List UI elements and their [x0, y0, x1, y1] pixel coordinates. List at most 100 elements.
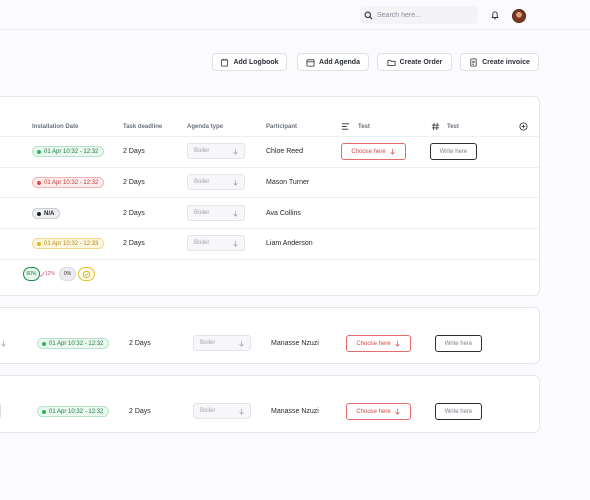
header-agenda-type: Agenda type — [187, 124, 224, 130]
participant-name: Mason Turner — [266, 179, 310, 186]
date-text: 01 Apr 10:32 - 12:32 — [49, 408, 104, 415]
choose-text: Choose here — [351, 148, 386, 155]
status-dot — [37, 149, 41, 154]
row-checkbox[interactable] — [0, 403, 1, 419]
arrow-down-icon — [233, 210, 238, 217]
write-text: Write here — [444, 340, 473, 347]
arrow-down-icon — [394, 408, 400, 415]
arrow-down-icon — [389, 148, 395, 155]
create-invoice-button[interactable]: Create invoice — [460, 53, 539, 71]
add-agenda-button[interactable]: Add Agenda — [297, 53, 369, 71]
arrow-down-icon — [239, 408, 244, 415]
agenda-type-select[interactable]: Boiler — [193, 403, 251, 419]
write-here-input[interactable]: Write here — [435, 335, 482, 352]
top-bar — [0, 0, 590, 30]
folder-icon — [387, 59, 396, 66]
search-box[interactable] — [360, 6, 478, 24]
agenda-value: Boiler — [194, 240, 210, 246]
avatar[interactable] — [512, 9, 526, 23]
date-text: 01 Apr 10:32 - 12:33 — [44, 240, 99, 247]
agenda-type-select[interactable]: Boiler — [187, 205, 245, 221]
status-dot — [37, 241, 41, 246]
header-test-text: Test — [358, 124, 370, 130]
task-deadline: 2 Days — [123, 179, 145, 186]
bell-icon[interactable] — [490, 10, 500, 20]
search-icon — [364, 11, 373, 19]
agenda-type-select[interactable]: Boiler — [187, 143, 245, 159]
add-logbook-button[interactable]: Add Logbook — [212, 53, 287, 71]
date-pill: 01 Apr 10:32 - 12:32 — [32, 146, 105, 157]
agenda-type-select[interactable]: Boiler — [187, 174, 245, 190]
row-divider — [0, 136, 541, 137]
date-text: 01 Apr 10:32 - 12:32 — [44, 148, 99, 155]
agenda-value: Boiler — [200, 340, 216, 346]
action-bar: Add Logbook Add Agenda Create Order Crea… — [0, 53, 590, 71]
participant-name: Manasse Nzuzi — [271, 408, 319, 415]
agenda-card: 01 Apr 10:32 - 12:32 2 Days Boiler Manas… — [0, 375, 540, 433]
header-participant: Participant — [266, 124, 298, 130]
write-here-input[interactable]: Write here — [430, 143, 477, 160]
choose-here-select[interactable]: Choose here — [341, 143, 406, 160]
write-text: Write here — [439, 148, 468, 155]
row-divider — [0, 228, 541, 229]
check-circle-icon — [82, 270, 91, 278]
search-input[interactable] — [377, 11, 472, 19]
agenda-value: Boiler — [194, 148, 210, 154]
write-text: Write here — [444, 408, 473, 415]
date-pill: 01 Apr 10:32 - 12:32 — [37, 338, 110, 349]
arrow-down-icon[interactable] — [0, 340, 7, 347]
agenda-table-card: Installation Date Task deadline Agenda t… — [0, 96, 541, 296]
agenda-type-select[interactable]: Boiler — [193, 335, 251, 351]
task-deadline: 2 Days — [123, 210, 145, 217]
task-deadline: 2 Days — [129, 408, 151, 415]
agenda-icon — [306, 58, 315, 67]
agenda-value: Boiler — [194, 179, 210, 185]
choose-text: Choose here — [356, 340, 391, 347]
summary-gray-badge: 0% — [59, 267, 76, 281]
summary-yellow-badge — [78, 267, 95, 281]
row-divider — [0, 259, 541, 260]
status-dot — [42, 409, 46, 414]
header-installation-date: Installation Date — [32, 124, 79, 130]
participant-name: Ava Collins — [266, 210, 301, 217]
date-pill: 01 Apr 10:32 - 12:32 — [37, 406, 110, 417]
logbook-icon — [221, 58, 229, 67]
arrow-down-icon — [394, 340, 400, 347]
row-divider — [0, 167, 541, 168]
arrow-down-icon — [233, 148, 238, 155]
add-agenda-label: Add Agenda — [319, 58, 360, 66]
summary-red-badge: 12% — [44, 271, 55, 277]
create-order-button[interactable]: Create Order — [377, 53, 452, 71]
date-pill: 01 Apr 10:32 - 12:32 — [32, 177, 105, 188]
date-pill: 01 Apr 10:32 - 12:33 — [32, 238, 105, 249]
task-deadline: 2 Days — [129, 340, 151, 347]
agenda-type-select[interactable]: Boiler — [187, 235, 245, 251]
choose-text: Choose here — [356, 408, 391, 415]
arrow-down-icon — [233, 179, 238, 186]
agenda-card: 01 Apr 10:32 - 12:32 2 Days Boiler Manas… — [0, 307, 540, 364]
write-here-input[interactable]: Write here — [435, 403, 482, 420]
header-test-number: Test — [447, 124, 459, 130]
arrow-down-icon — [239, 340, 244, 347]
hash-icon — [431, 122, 440, 131]
add-column-icon[interactable] — [519, 122, 528, 131]
summary-green-badge: 60% — [23, 267, 40, 281]
add-logbook-label: Add Logbook — [233, 58, 279, 66]
date-text: 01 Apr 10:32 - 12:32 — [44, 179, 99, 186]
connector-icon — [39, 271, 45, 277]
agenda-value: Boiler — [200, 408, 216, 414]
task-deadline: 2 Days — [123, 240, 145, 247]
status-dot — [42, 341, 46, 346]
participant-name: Manasse Nzuzi — [271, 340, 319, 347]
create-invoice-label: Create invoice — [482, 58, 530, 66]
agenda-value: Boiler — [194, 210, 210, 216]
row-divider — [0, 197, 541, 198]
participant-name: Liam Anderson — [266, 240, 313, 247]
date-pill: N/A — [32, 208, 61, 219]
choose-here-select[interactable]: Choose here — [346, 403, 411, 420]
create-order-label: Create Order — [399, 58, 443, 66]
choose-here-select[interactable]: Choose here — [346, 335, 411, 352]
task-deadline: 2 Days — [123, 148, 145, 155]
status-dot — [37, 180, 41, 185]
participant-name: Chloe Reed — [266, 148, 303, 155]
